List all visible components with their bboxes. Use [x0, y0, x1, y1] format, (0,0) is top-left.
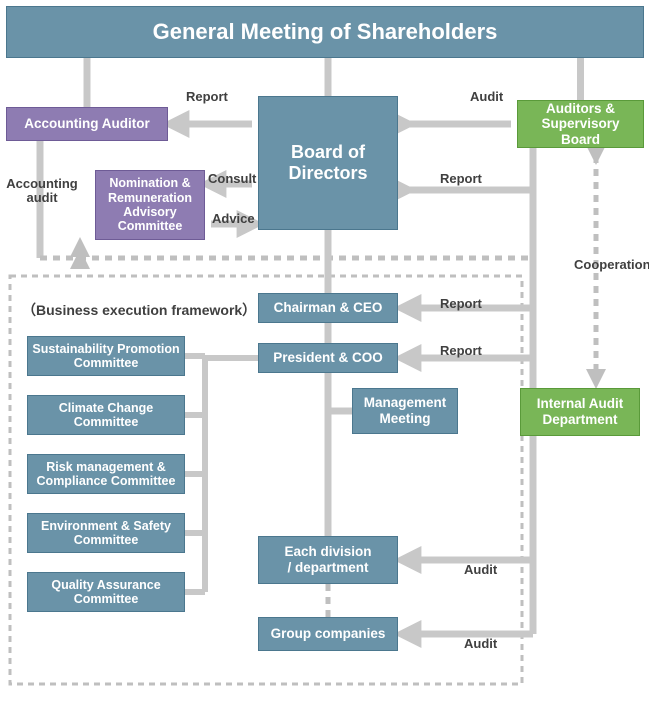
node-acct: Accounting Auditor — [6, 107, 168, 141]
edge-label-2: Consult — [208, 172, 256, 186]
node-ceo: Chairman & CEO — [258, 293, 398, 323]
node-iad: Internal Audit Department — [520, 388, 640, 436]
node-c4: Environment & Safety Committee — [27, 513, 185, 553]
edge-label-9: Audit — [464, 563, 497, 577]
section-label: （Business execution framework） — [22, 303, 256, 318]
edge-label-4: Accounting audit — [2, 177, 82, 206]
node-c5: Quality Assurance Committee — [27, 572, 185, 612]
node-grp: Group companies — [258, 617, 398, 651]
edge-label-1: Audit — [470, 90, 503, 104]
edge-label-5: Report — [440, 172, 482, 186]
node-c1: Sustainability Promotion Committee — [27, 336, 185, 376]
node-mgmt: Management Meeting — [352, 388, 458, 434]
edge-label-7: Report — [440, 297, 482, 311]
edge-label-10: Audit — [464, 637, 497, 651]
node-coo: President & COO — [258, 343, 398, 373]
node-div: Each division / department — [258, 536, 398, 584]
node-c2: Climate Change Committee — [27, 395, 185, 435]
edge-label-3: Advice — [212, 212, 255, 226]
node-gms: General Meeting of Shareholders — [6, 6, 644, 58]
edge-label-8: Report — [440, 344, 482, 358]
edge-label-6: Cooperation — [574, 258, 649, 272]
node-nrac: Nomination & Remuneration Advisory Commi… — [95, 170, 205, 240]
node-aud: Auditors & Supervisory Board — [517, 100, 644, 148]
edge-label-0: Report — [186, 90, 228, 104]
node-bod: Board of Directors — [258, 96, 398, 230]
node-c3: Risk management & Compliance Committee — [27, 454, 185, 494]
